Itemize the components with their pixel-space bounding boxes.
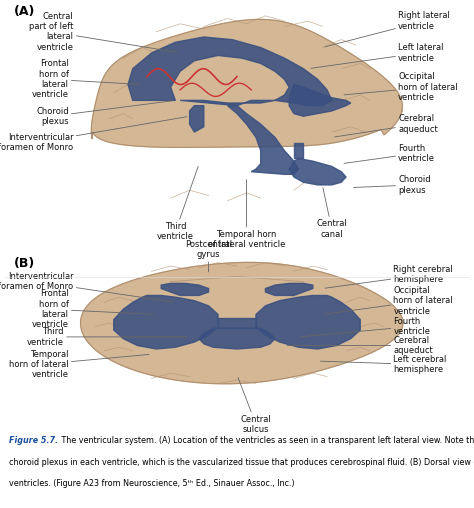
Text: Fourth
ventricle: Fourth ventricle	[301, 317, 430, 337]
Text: Choroid
plexus: Choroid plexus	[36, 101, 173, 126]
Polygon shape	[289, 158, 346, 185]
Text: The ventricular system. (A) Location of the ventricles as seen in a transparent : The ventricular system. (A) Location of …	[59, 436, 474, 446]
Polygon shape	[256, 296, 360, 349]
Polygon shape	[114, 296, 218, 349]
Text: Occipital
horn of lateral
ventricle: Occipital horn of lateral ventricle	[325, 285, 453, 315]
Text: Frontal
horn of
lateral
ventricle: Frontal horn of lateral ventricle	[32, 289, 154, 329]
Polygon shape	[294, 143, 303, 158]
Text: Central
canal: Central canal	[317, 187, 347, 239]
Text: Interventricular
foramen of Monro: Interventricular foramen of Monro	[0, 117, 187, 152]
Text: Interventricular
foramen of Monro: Interventricular foramen of Monro	[0, 272, 173, 302]
Polygon shape	[190, 106, 204, 132]
Text: Third
ventricle: Third ventricle	[27, 327, 187, 346]
Polygon shape	[91, 19, 402, 147]
Text: (A): (A)	[14, 5, 36, 18]
Polygon shape	[265, 283, 313, 296]
Text: Right lateral
ventricle: Right lateral ventricle	[325, 12, 450, 47]
Text: Postcentral
gyrus: Postcentral gyrus	[185, 240, 232, 272]
Text: Cerebral
aqueduct: Cerebral aqueduct	[287, 336, 433, 355]
Polygon shape	[128, 37, 332, 106]
Text: Cerebral
aqueduct: Cerebral aqueduct	[335, 114, 438, 137]
Text: Left lateral
ventricle: Left lateral ventricle	[311, 43, 444, 68]
Text: Temporal
horn of lateral
ventricle: Temporal horn of lateral ventricle	[9, 350, 149, 379]
Polygon shape	[228, 106, 299, 174]
Text: Choroid
plexus: Choroid plexus	[354, 175, 431, 195]
Text: choroid plexus in each ventricle, which is the vascularized tissue that produces: choroid plexus in each ventricle, which …	[9, 458, 474, 467]
Polygon shape	[161, 283, 209, 296]
Text: Central
part of left
lateral
ventricle: Central part of left lateral ventricle	[29, 12, 177, 52]
Text: Right cerebral
hemisphere: Right cerebral hemisphere	[325, 265, 453, 288]
Text: Fourth
ventricle: Fourth ventricle	[344, 144, 435, 164]
Text: Figure 5.7.: Figure 5.7.	[9, 436, 59, 446]
Text: (B): (B)	[14, 258, 36, 270]
Text: ventricles. (Figure A23 from Neuroscience, 5ᵗʰ Ed., Sinauer Assoc., Inc.): ventricles. (Figure A23 from Neuroscienc…	[9, 479, 295, 488]
Text: Frontal
horn of
lateral
ventricle: Frontal horn of lateral ventricle	[32, 59, 139, 100]
Text: Central
sulcus: Central sulcus	[238, 377, 271, 434]
Text: Occipital
horn of lateral
ventricle: Occipital horn of lateral ventricle	[344, 72, 458, 102]
Text: Left cerebral
hemisphere: Left cerebral hemisphere	[320, 355, 447, 374]
Polygon shape	[289, 84, 351, 116]
Polygon shape	[218, 318, 256, 328]
Text: Temporal horn
of lateral ventricle: Temporal horn of lateral ventricle	[208, 180, 285, 249]
Polygon shape	[199, 328, 275, 349]
Text: Third
ventricle: Third ventricle	[157, 167, 198, 241]
Polygon shape	[81, 263, 403, 384]
